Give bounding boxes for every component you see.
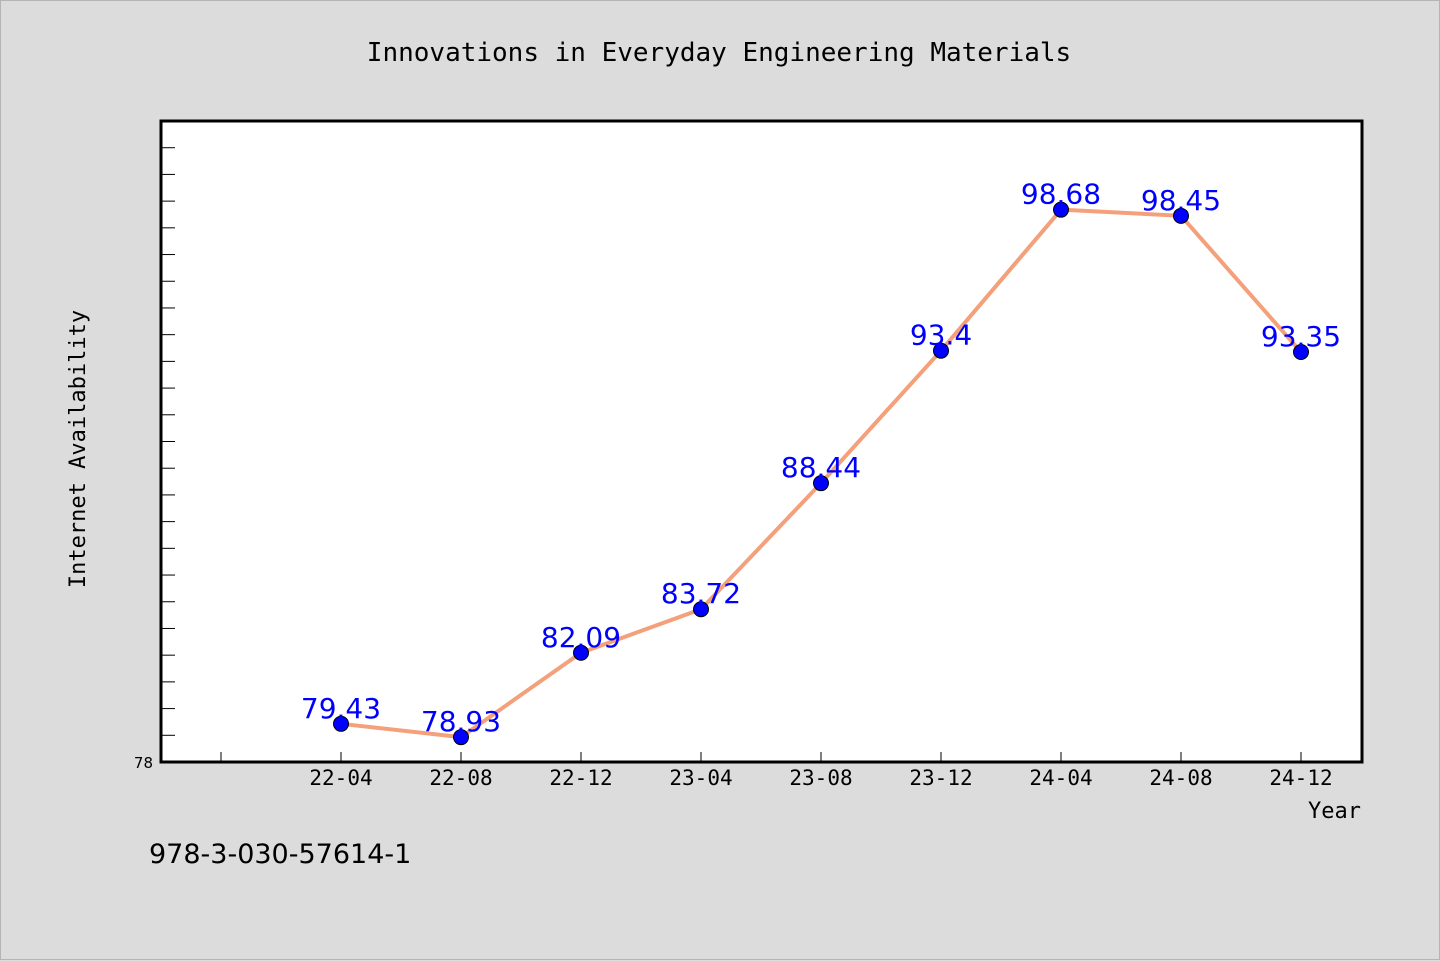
x-tick-label: 23-12 <box>909 766 972 790</box>
data-point <box>813 475 829 492</box>
data-label: 98.68 <box>1021 178 1101 211</box>
x-tick-label: 23-08 <box>789 766 852 790</box>
data-markers <box>333 201 1309 746</box>
x-tick-label: 23-04 <box>669 766 732 790</box>
data-point <box>933 342 949 359</box>
x-axis-label: Year <box>1308 799 1361 824</box>
y-tick-label: 78 <box>134 754 153 772</box>
data-label: 82.09 <box>541 621 621 654</box>
chart-title: Innovations in Everyday Engineering Mate… <box>367 38 1071 68</box>
data-point <box>453 729 469 746</box>
x-tick-label: 22-08 <box>429 766 492 790</box>
data-label: 88.44 <box>781 451 861 484</box>
data-point <box>1053 201 1069 218</box>
y-axis-ticks <box>161 147 175 736</box>
x-tick-label: 24-04 <box>1029 766 1092 790</box>
x-tick-label: 22-04 <box>309 766 372 790</box>
data-point <box>693 601 709 618</box>
y-axis-label: Internet Availability <box>66 310 91 588</box>
data-label: 93.4 <box>910 319 972 352</box>
data-label: 93.35 <box>1261 320 1341 353</box>
x-axis-tick-labels: 22-04 22-08 22-12 23-04 23-08 23-12 24-04 24-08… <box>309 766 1332 790</box>
plot-area <box>159 119 1364 764</box>
data-point <box>1293 344 1309 361</box>
data-point <box>573 644 589 661</box>
data-label: 98.45 <box>1141 184 1221 217</box>
data-point <box>333 715 349 732</box>
data-label: 83.72 <box>661 577 741 610</box>
x-tick-label: 24-12 <box>1269 766 1332 790</box>
data-label: 79.43 <box>301 692 381 725</box>
x-tick-label: 24-08 <box>1149 766 1212 790</box>
data-label: 78.93 <box>421 705 501 738</box>
x-tick-label: 22-12 <box>549 766 612 790</box>
isbn-footer: 978-3-030-57614-1 <box>149 839 411 870</box>
data-point <box>1173 207 1189 224</box>
data-labels: 79.43 78.93 82.09 83.72 88.44 93.4 98.68 98.45 9… <box>301 178 1341 738</box>
y-axis-tick-labels: 78 <box>134 754 153 772</box>
x-axis-ticks <box>220 752 1302 762</box>
